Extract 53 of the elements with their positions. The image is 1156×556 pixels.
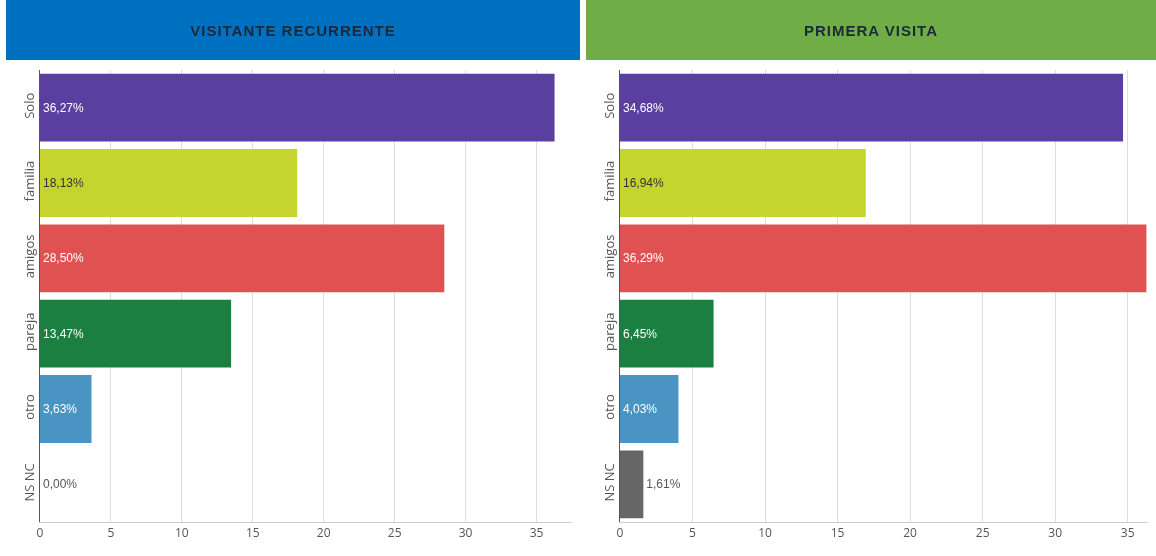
data-label: 1,61% [646,477,681,492]
x-tick-label: 10 [758,524,773,542]
bar [620,149,866,217]
y-tick-label: amigos [19,234,38,279]
data-label: 16,94% [623,176,665,190]
data-label: 34,68% [623,100,665,115]
chart-title: VISITANTE RECURRENTE [6,0,580,60]
bar [40,224,445,293]
bar [620,73,1124,142]
bar [620,299,714,368]
x-tick-label: 0 [616,524,624,542]
y-tick-label: amigos [599,234,618,279]
y-tick-label: otro [599,394,618,420]
x-tick-label: 35 [529,524,544,542]
data-label: 28,50% [43,251,85,266]
bar [620,450,644,519]
y-tick-label: otro [19,394,38,420]
y-tick-label: familia [19,160,38,202]
bar [40,299,232,368]
y-tick-label: pareja [19,312,38,351]
chart-title: PRIMERA VISITA [586,0,1156,60]
x-tick-label: 5 [689,524,697,542]
data-label: 4,03% [623,402,658,416]
y-tick-label: NS NC [19,463,38,502]
y-tick-label: NS NC [599,463,618,502]
data-label: 6,45% [623,326,658,341]
data-label: 3,63% [43,402,78,416]
x-tick-label: 15 [245,524,260,542]
bar [40,73,555,142]
y-tick-label: Solo [599,92,618,119]
x-tick-label: 15 [830,524,845,542]
x-tick-label: 20 [316,524,331,542]
y-tick-label: Solo [19,92,38,119]
x-tick-label: 30 [1048,524,1063,542]
data-label: 0,00% [43,477,78,492]
bar [620,224,1147,293]
x-tick-label: 5 [107,524,115,542]
y-tick-label: familia [599,160,618,202]
data-label: 36,27% [43,100,85,115]
bar [40,375,92,443]
x-tick-label: 25 [975,524,990,542]
x-tick-label: 35 [1120,524,1135,542]
data-label: 36,29% [623,251,665,266]
bar [40,149,298,217]
x-tick-label: 25 [387,524,402,542]
x-tick-label: 20 [903,524,918,542]
data-label: 13,47% [43,326,85,341]
bar [620,375,679,443]
x-tick-label: 30 [458,524,473,542]
data-label: 18,13% [43,176,85,190]
y-tick-label: pareja [599,312,618,351]
x-tick-label: 0 [36,524,44,542]
x-tick-label: 10 [175,524,189,542]
